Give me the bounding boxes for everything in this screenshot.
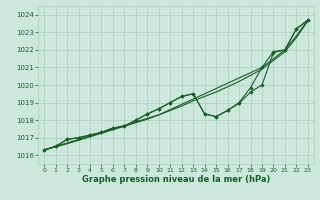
X-axis label: Graphe pression niveau de la mer (hPa): Graphe pression niveau de la mer (hPa) xyxy=(82,175,270,184)
